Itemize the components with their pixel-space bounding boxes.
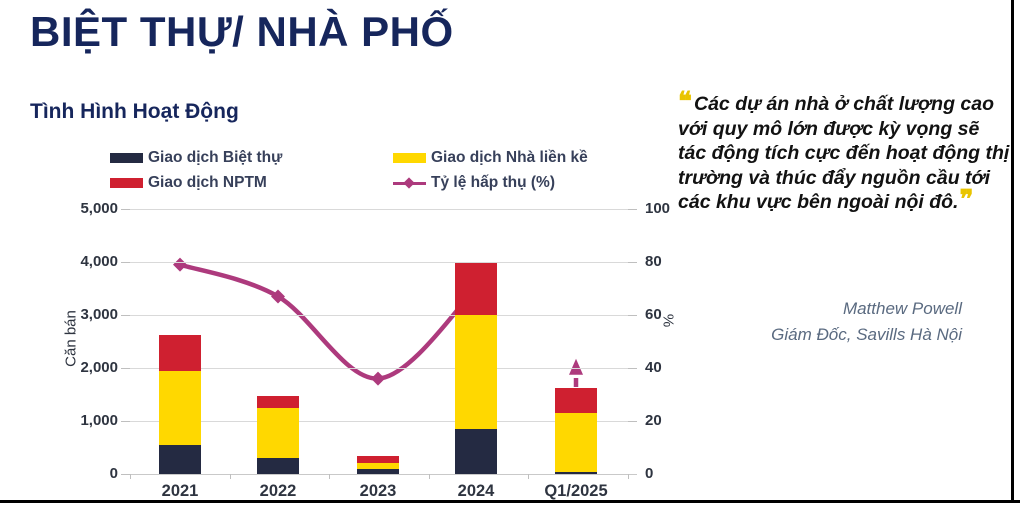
x-axis-tick — [130, 474, 131, 479]
x-axis-tick — [329, 474, 331, 479]
open-quote-icon: ❝ — [678, 86, 692, 116]
right-axis-tick-label: 20 — [645, 412, 662, 429]
bar-segment — [555, 471, 597, 474]
legend-label: Giao dịch Nhà liền kề — [431, 149, 588, 166]
left-axis-tick-label: 3,000 — [80, 306, 118, 323]
legend-label: Tỷ lệ hấp thụ (%) — [431, 174, 555, 191]
x-axis-line — [130, 474, 637, 475]
left-axis-tick-label: 1,000 — [80, 412, 118, 429]
section-title: Tình Hình Hoạt Động — [30, 100, 239, 123]
bar-segment — [159, 371, 201, 445]
bottom-border-line — [0, 500, 1020, 503]
legend-swatch-nha-lien-ke — [393, 153, 426, 163]
left-axis-tick-label: 5,000 — [80, 200, 118, 217]
category-label: 2022 — [259, 482, 297, 500]
quote-text: Các dự án nhà ở chất lượng cao với quy m… — [678, 93, 1010, 214]
right-axis-tick-label: 100 — [645, 200, 671, 217]
left-axis-tick-label: 0 — [109, 465, 118, 482]
legend-label: Giao dịch Biệt thự — [148, 149, 283, 166]
legend-swatch-nptm — [110, 178, 143, 188]
bar-segment — [257, 458, 299, 474]
absorption-marker — [271, 289, 285, 304]
left-axis-tick — [121, 421, 130, 422]
bar-segment — [159, 444, 201, 474]
legend-item-nha-lien-ke: Giao dịch Nhà liền kề — [393, 149, 588, 166]
quote-block: ❝ Các dự án nhà ở chất lượng cao với quy … — [678, 88, 1012, 215]
bar-segment — [555, 413, 597, 472]
x-axis-tick — [428, 474, 430, 479]
bar-segment — [455, 263, 497, 315]
bar-segment — [357, 469, 399, 474]
bar-segment — [159, 335, 201, 372]
bar-segment — [257, 396, 299, 408]
right-axis-tick — [628, 421, 637, 422]
page-title: BIỆT THỰ/ NHÀ PHỐ — [30, 8, 454, 55]
right-axis-tick-label: 80 — [645, 253, 662, 270]
bar-segment — [455, 428, 497, 474]
quote-author: Matthew Powell — [842, 299, 962, 318]
category-label: 2023 — [359, 482, 397, 500]
absorption-marker — [371, 371, 385, 386]
projection-arrow-up-icon — [569, 358, 583, 375]
legend-swatch-biet-thu — [110, 153, 143, 163]
left-axis-tick-label: 2,000 — [80, 359, 118, 376]
legend-item-biet-thu: Giao dịch Biệt thự — [110, 149, 283, 166]
gridline — [130, 262, 628, 263]
bar-segment — [357, 463, 399, 470]
left-axis-tick-label: 4,000 — [80, 253, 118, 270]
category-label: Q1/2025 — [544, 482, 608, 500]
left-axis-tick — [121, 315, 130, 316]
right-axis-tick — [628, 262, 637, 263]
legend-item-nptm: Giao dịch NPTM — [110, 174, 267, 191]
right-axis-tick-label: 40 — [645, 359, 662, 376]
left-axis-tick — [121, 262, 130, 263]
legend-item-absorption: Tỷ lệ hấp thụ (%) — [393, 174, 555, 191]
bar-segment — [455, 315, 497, 429]
absorption-line — [179, 262, 478, 381]
left-axis-tick — [121, 209, 130, 210]
gridline — [130, 368, 628, 369]
gridline — [130, 315, 628, 316]
bar-segment — [555, 388, 597, 414]
category-label: 2021 — [161, 482, 199, 500]
absorption-marker — [173, 257, 187, 272]
gridline — [130, 209, 628, 210]
category-label: 2024 — [457, 482, 495, 500]
bar-segment — [257, 407, 299, 459]
legend-line-marker-icon — [393, 177, 426, 189]
left-axis-tick — [121, 368, 130, 369]
x-axis-tick — [229, 474, 231, 479]
x-axis-tick — [528, 474, 530, 479]
right-axis-tick — [628, 368, 637, 369]
right-axis-tick-label: 60 — [645, 306, 662, 323]
legend-label: Giao dịch NPTM — [148, 174, 267, 191]
right-border-line — [1011, 0, 1014, 503]
x-axis-tick — [628, 474, 629, 479]
right-axis-tick-label: 0 — [645, 465, 654, 482]
left-axis-tick — [121, 474, 130, 475]
gridline — [130, 421, 628, 422]
close-quote-icon: ❞ — [959, 184, 974, 215]
right-axis-tick — [628, 209, 637, 210]
quote-attribution: Matthew Powell Giám Đốc, Savills Hà Nội — [680, 296, 962, 347]
right-axis-tick — [628, 315, 637, 316]
bar-segment — [357, 455, 399, 464]
quote-author-role: Giám Đốc, Savills Hà Nội — [771, 324, 962, 344]
